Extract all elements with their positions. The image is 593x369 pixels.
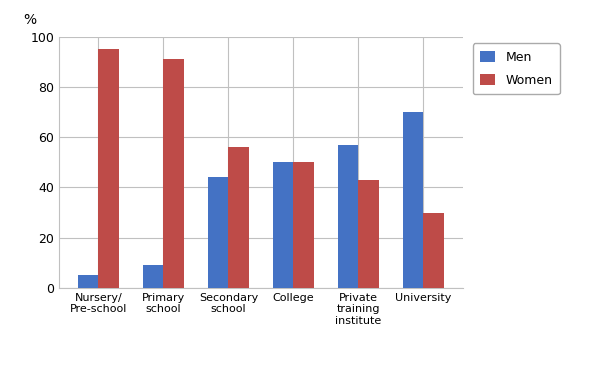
Bar (164, 59, 184, 288)
Bar (423, 213, 444, 288)
Bar (337, 145, 358, 288)
Bar (78, 275, 98, 288)
Bar (228, 147, 249, 288)
Legend: Men, Women: Men, Women (473, 43, 560, 94)
Bar (358, 180, 379, 288)
Bar (208, 177, 228, 288)
Bar (403, 112, 423, 288)
Bar (273, 162, 294, 288)
Text: %: % (23, 13, 36, 27)
Bar (98, 49, 119, 288)
Bar (143, 265, 164, 288)
Bar (294, 162, 314, 288)
